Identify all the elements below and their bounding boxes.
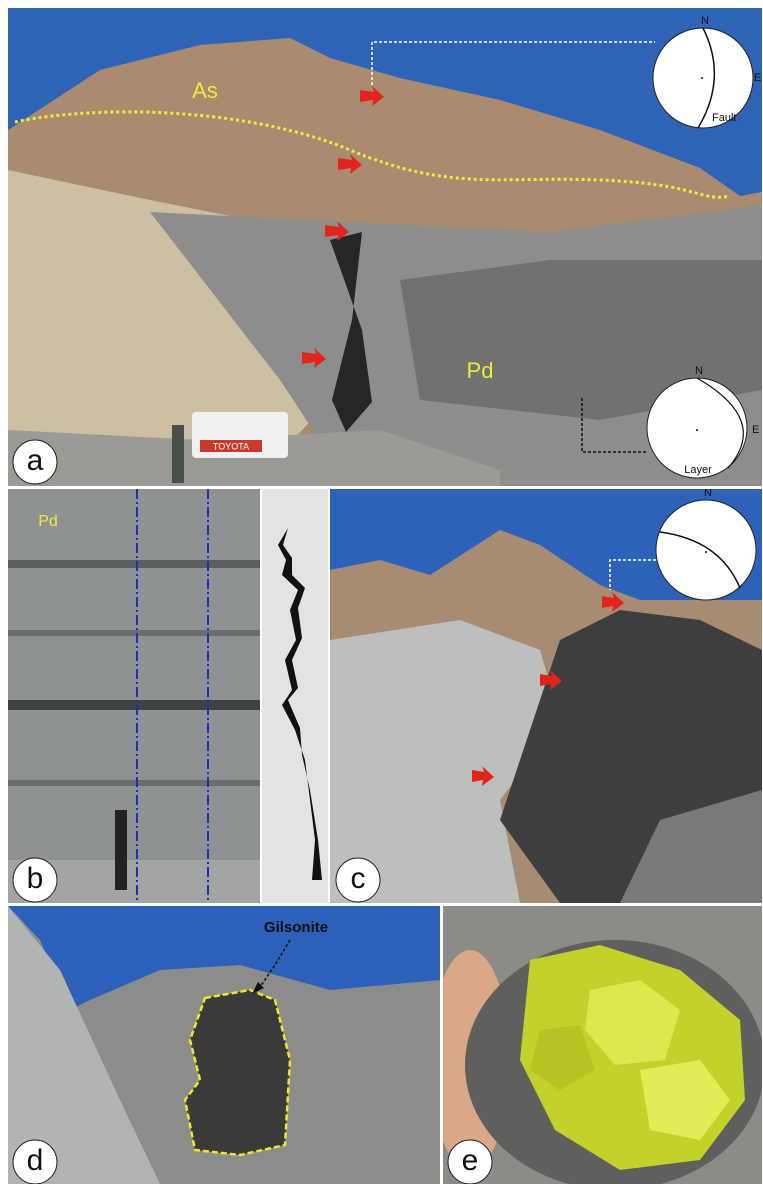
stereonet-north: N: [704, 487, 712, 499]
stereonet-label: Fault: [712, 112, 736, 124]
panel-letter: d: [27, 1144, 44, 1177]
person: [172, 425, 184, 483]
annotation: Gilsonite: [264, 919, 328, 936]
stereonet-north: N: [701, 15, 709, 27]
bedding: [8, 560, 260, 568]
person: [115, 810, 127, 890]
bedding: [8, 780, 260, 786]
panel-a: TOYOTA As Pd N E Fault N E Layer a: [8, 8, 762, 486]
pole: [696, 429, 698, 431]
panel-b: Pd b: [8, 489, 260, 903]
figure: TOYOTA As Pd N E Fault N E Layer a Pd b …: [0, 0, 763, 1184]
gilsonite-outline: [185, 990, 290, 1155]
panel-letter: b: [27, 862, 44, 895]
unit-label: Pd: [467, 358, 494, 383]
pole: [705, 551, 707, 553]
panel-letter: a: [27, 444, 44, 477]
vein-sketch-bg: [262, 489, 328, 903]
stereonet: [656, 500, 756, 600]
vehicle-text: TOYOTA: [213, 441, 249, 451]
unit-label: As: [192, 78, 218, 103]
panel-e: e: [430, 906, 763, 1184]
panel-letter: c: [351, 862, 366, 895]
stereonet-east: E: [754, 72, 761, 84]
rock-face: [8, 489, 260, 903]
bedding: [8, 630, 260, 636]
panel-d: Gilsonite d: [8, 906, 440, 1184]
stereonet-east: E: [752, 424, 759, 436]
panel-c: N c: [330, 487, 762, 903]
unit-label: Pd: [38, 513, 58, 530]
stereonet-north: N: [695, 365, 703, 377]
panel-letter: e: [462, 1144, 479, 1177]
bedding: [8, 700, 260, 710]
stereonet-label: Layer: [684, 464, 712, 476]
pole: [701, 77, 703, 79]
